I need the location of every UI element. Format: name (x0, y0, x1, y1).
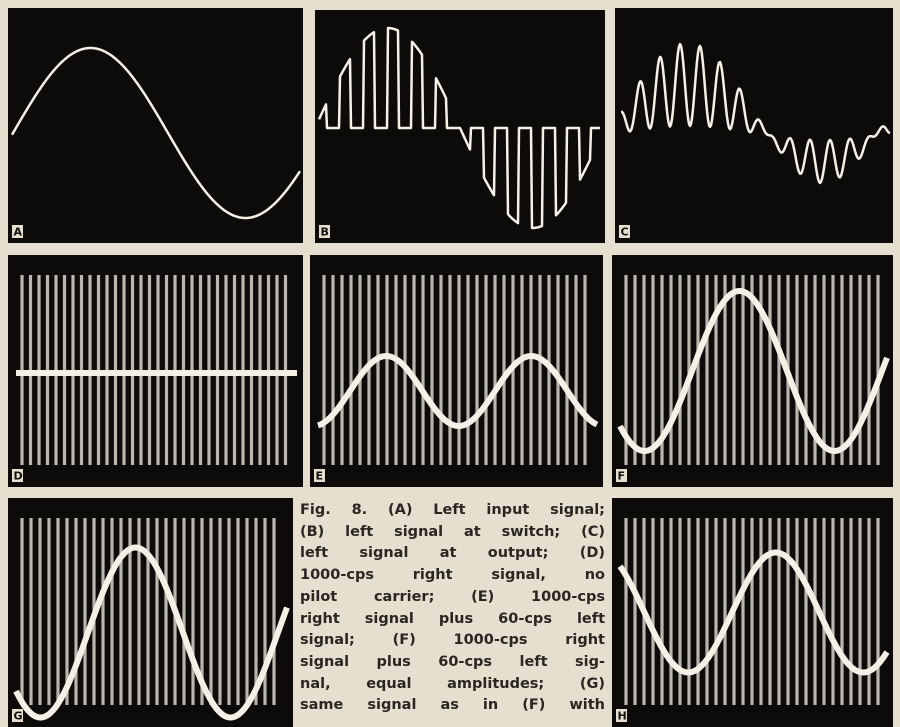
caption-line: 1000-cps right signal, no (300, 565, 605, 587)
panel-label: B (321, 226, 329, 239)
caption-line: Fig. 8. (A) Left input signal; (300, 500, 605, 522)
caption-line: signal plus 60-cps left sig- (300, 652, 605, 674)
panel-label: H (618, 710, 627, 723)
caption-line: left signal at output; (D) (300, 543, 605, 565)
caption-line: nal, equal amplitudes; (G) (300, 674, 605, 696)
page: A B C D E F G H Fig. 8. (A) Left input signal;(… (0, 0, 900, 727)
caption-line: right signal plus 60-cps left (300, 609, 605, 631)
panel-label: A (14, 226, 23, 239)
caption: Fig. 8. (A) Left input signal;(B) left s… (300, 500, 605, 717)
caption-line: pilot carrier; (E) 1000-cps (300, 587, 605, 609)
scope-screen (8, 8, 303, 243)
caption-line: signal; (F) 1000-cps right (300, 630, 605, 652)
panel-label: G (14, 710, 23, 723)
scope-screen (8, 498, 293, 727)
panel-label: D (14, 470, 23, 483)
caption-line: same signal as in (F) with (300, 695, 605, 717)
caption-line: (B) left signal at switch; (C) (300, 522, 605, 544)
panel-label: E (316, 470, 324, 483)
panel-label: F (618, 470, 626, 483)
panel-label: C (621, 226, 629, 239)
